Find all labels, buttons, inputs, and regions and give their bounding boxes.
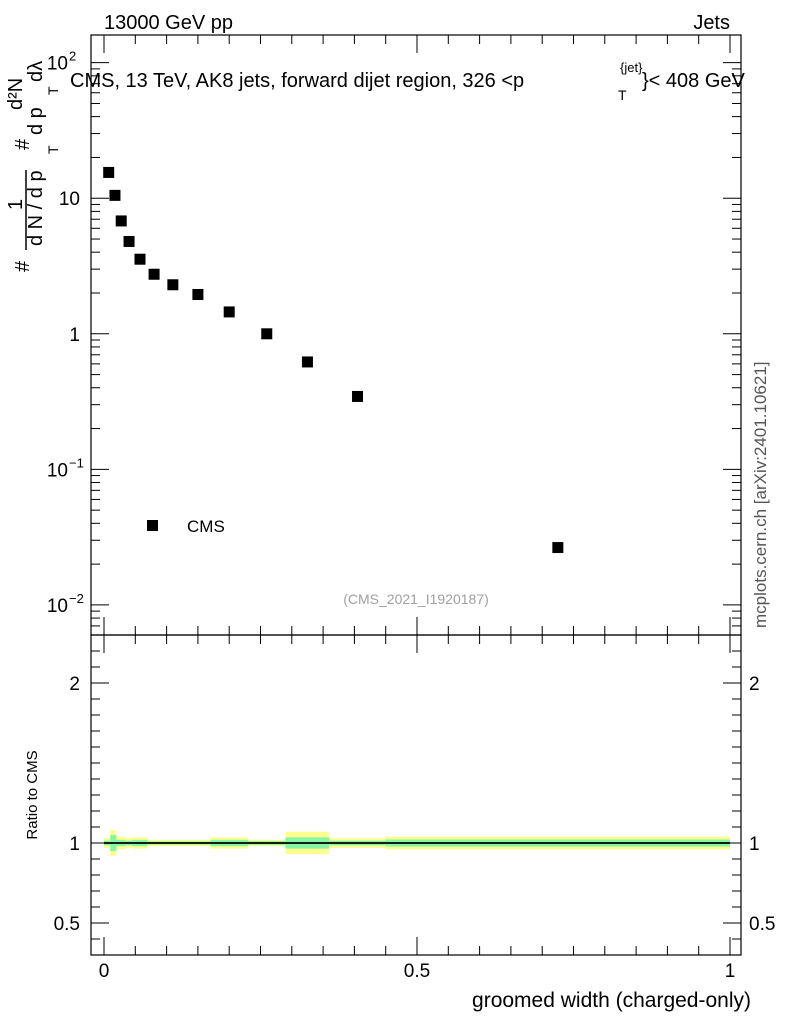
ratio-frame [90, 634, 742, 956]
data-point [261, 328, 273, 340]
chart-title: CMS, 13 TeV, AK8 jets, forward dijet reg… [70, 60, 746, 103]
header-jets: Jets [693, 12, 730, 34]
ylabel-dN-dpT: d N / d p [25, 170, 47, 246]
legend: CMS [147, 517, 225, 536]
title-sub: T [618, 87, 627, 103]
ylabel-dpT: d p [25, 107, 47, 135]
title-sup: {jet} [620, 60, 643, 75]
data-point [103, 166, 115, 178]
x-tick-label: 0 [99, 961, 110, 982]
ratio-tick-label-left: 0.5 [54, 914, 80, 935]
y-tick-label: 10 [47, 460, 68, 481]
ylabel-d2N: d²N [5, 78, 27, 110]
data-point [352, 390, 364, 402]
ratio-ylabel: Ratio to CMS [24, 750, 41, 839]
data-point [115, 215, 127, 227]
ylabel-hash2: # [12, 138, 34, 150]
ratio-ticks: 2 2 1 1 0.5 0.5 [54, 634, 775, 956]
analysis-watermark: (CMS_2021_I1920187) [343, 591, 489, 607]
data-points [103, 166, 564, 554]
ylabel-T1: T [45, 145, 61, 154]
data-point [192, 288, 204, 300]
y-tick-label: 10 [47, 596, 68, 617]
x-tick-label: 1 [725, 961, 736, 982]
legend-label: CMS [187, 517, 225, 536]
y-tick-exponent: −2 [69, 591, 84, 606]
ylabel-dlambda: dλ [25, 61, 47, 82]
title-main: CMS, 13 TeV, AK8 jets, forward dijet reg… [70, 70, 524, 92]
y-tick-label: 10 [59, 189, 80, 210]
header-energy: 13000 GeV pp [104, 12, 233, 34]
data-point [134, 253, 146, 265]
data-point [223, 306, 235, 318]
main-frame [90, 34, 742, 636]
ratio-tick-label-right: 1 [749, 834, 760, 855]
x-tick-label: 0.5 [404, 961, 430, 982]
y-tick-label: 1 [69, 325, 80, 346]
side-label: mcplots.cern.ch [arXiv:2401.10621] [751, 362, 770, 628]
ratio-bands [104, 830, 730, 856]
y-tick-exponent: 2 [69, 49, 76, 64]
data-point [123, 235, 135, 247]
data-point [301, 356, 313, 368]
ylabel-one: 1 [5, 199, 27, 210]
y-axis-label: # d N / d p T 1 # d p T d²N dλ [5, 61, 61, 272]
data-point [167, 279, 179, 291]
ratio-tick-label-left: 1 [69, 834, 80, 855]
y-tick-exponent: −1 [69, 455, 84, 470]
data-point [109, 189, 121, 201]
ylabel-T2: T [45, 86, 61, 95]
legend-marker [147, 520, 158, 531]
ratio-tick-label-right: 2 [749, 674, 760, 695]
ylabel-hash1: # [12, 260, 34, 272]
x-axis-label: groomed width (charged-only) [472, 989, 751, 1012]
y-tick-label: 10 [47, 54, 68, 75]
title-suffix: }< 408 GeV [642, 70, 746, 92]
data-point [148, 268, 160, 280]
data-point [552, 542, 564, 554]
ratio-tick-label-left: 2 [69, 674, 80, 695]
ratio-tick-label-right: 0.5 [749, 914, 775, 935]
